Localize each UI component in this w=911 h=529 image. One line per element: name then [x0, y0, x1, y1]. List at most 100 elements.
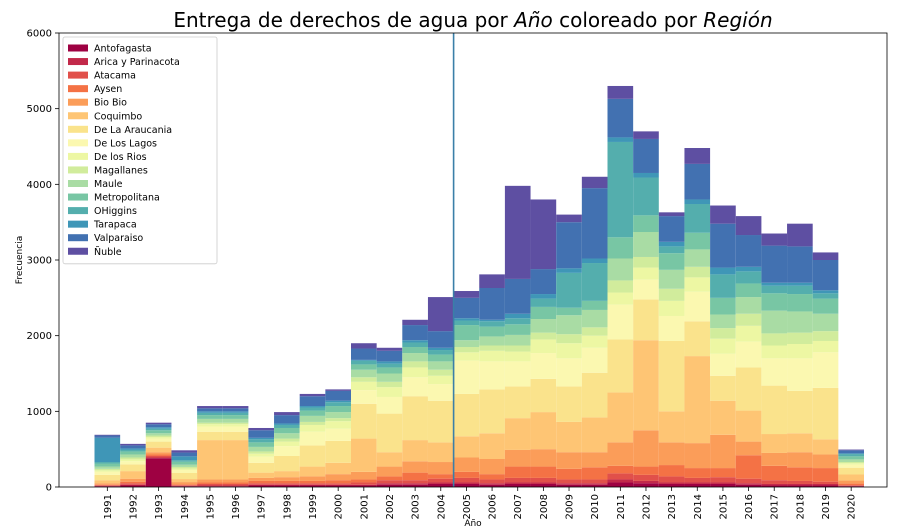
bar-segment — [633, 340, 659, 431]
bar-segment — [633, 215, 659, 233]
bar-segment — [761, 385, 788, 435]
bar-segment — [94, 474, 121, 481]
x-tick-label: 2010 — [590, 494, 601, 519]
x-tick-label: 2013 — [667, 494, 678, 519]
bar-segment — [453, 436, 480, 458]
bar-segment — [325, 402, 351, 407]
legend-swatch — [68, 220, 88, 228]
bar-segment — [427, 369, 454, 376]
bar-segment — [735, 216, 762, 236]
bar-segment — [351, 390, 377, 404]
bar-segment — [427, 297, 454, 332]
bar-segment — [325, 474, 351, 481]
bar-segment — [171, 484, 198, 486]
bar-segment — [787, 282, 813, 286]
bar-segment — [351, 381, 377, 391]
bar-segment — [530, 412, 557, 450]
x-tick-label: 2015 — [718, 494, 729, 519]
bar-segment — [530, 199, 557, 270]
bar-segment — [402, 361, 428, 368]
bar-segment — [504, 318, 531, 325]
bar-segment — [581, 467, 608, 480]
bar-segment — [222, 431, 249, 441]
bar-segment — [171, 466, 198, 469]
y-axis: 0 1000 2000 3000 4000 5000 6000 — [27, 29, 59, 494]
bar-segment — [504, 418, 531, 450]
bar-segment — [684, 477, 711, 483]
bar-segment — [171, 485, 198, 486]
bar-segment — [812, 298, 839, 314]
bar-segment — [427, 361, 454, 370]
bar-segment — [581, 347, 608, 373]
bar-segment — [684, 266, 711, 278]
bar-segment — [479, 389, 505, 434]
bar-segment — [325, 412, 351, 419]
bar-segment — [761, 293, 788, 311]
legend-swatch — [68, 247, 88, 255]
bar-segment — [607, 237, 634, 259]
bar-segment — [222, 482, 249, 484]
bar-segment — [299, 406, 326, 408]
bar-segment — [607, 292, 634, 305]
bar-segment — [581, 335, 608, 348]
bar-segment — [812, 340, 839, 353]
bar-segment — [556, 358, 582, 387]
bar-segment — [274, 484, 300, 486]
bar-segment — [735, 283, 762, 298]
bar-segment — [222, 422, 249, 425]
bar-segment — [479, 321, 505, 327]
bar-segment — [274, 446, 300, 456]
bar-segment — [504, 324, 531, 335]
bar-segment — [479, 459, 505, 475]
x-tick-label: 2005 — [462, 494, 473, 519]
bar-segment — [248, 462, 275, 473]
x-tick-label: 2002 — [385, 494, 396, 519]
bar-segment — [145, 458, 172, 487]
bar-segment — [222, 411, 249, 413]
bar-segment — [145, 437, 172, 439]
bar-segment — [274, 438, 300, 442]
bar-segment — [145, 422, 172, 425]
bar-segment — [94, 463, 121, 467]
bar-segment — [94, 437, 121, 463]
bar-segment — [94, 480, 121, 484]
bar-segment — [453, 291, 480, 298]
bar-segment — [453, 360, 480, 394]
bar-segment — [453, 318, 480, 321]
bar-segment — [607, 465, 634, 474]
chart-title-part: Entrega de derechos de agua por — [173, 8, 514, 32]
bar-segment — [607, 280, 634, 293]
bar-segment — [787, 358, 813, 391]
x-tick-label: 2003 — [411, 494, 422, 519]
bar-segment — [607, 85, 634, 99]
bar-segment — [145, 452, 172, 455]
bar-segment — [812, 260, 839, 291]
bar-segment — [274, 424, 300, 428]
bar-segment — [633, 466, 659, 475]
bar-segment — [120, 485, 146, 487]
bar-segment — [581, 263, 608, 301]
x-tick-label: 1996 — [231, 494, 242, 519]
bar-segment — [197, 431, 223, 441]
bar-segment — [658, 476, 685, 483]
bar-segment — [710, 338, 736, 354]
bar-segment — [248, 430, 275, 438]
legend-entry: Arica y Parinacota — [94, 57, 180, 68]
bar-segment — [351, 343, 377, 349]
bar-segment — [197, 408, 223, 412]
bar-segment — [838, 449, 864, 451]
bar-segment — [197, 424, 223, 427]
bar-segment — [222, 485, 249, 487]
bar-segment — [402, 319, 428, 326]
bar-segment — [684, 482, 711, 484]
bar-segment — [735, 297, 762, 314]
bar-segment — [453, 471, 480, 478]
bar-segment — [633, 279, 659, 300]
bar-segment — [479, 483, 505, 485]
bar-segment — [684, 356, 711, 444]
bar-segment — [658, 315, 685, 341]
bar-segment — [556, 315, 582, 335]
bar-segment — [248, 437, 275, 440]
bar-segment — [633, 474, 659, 481]
bar-segment — [761, 245, 788, 283]
